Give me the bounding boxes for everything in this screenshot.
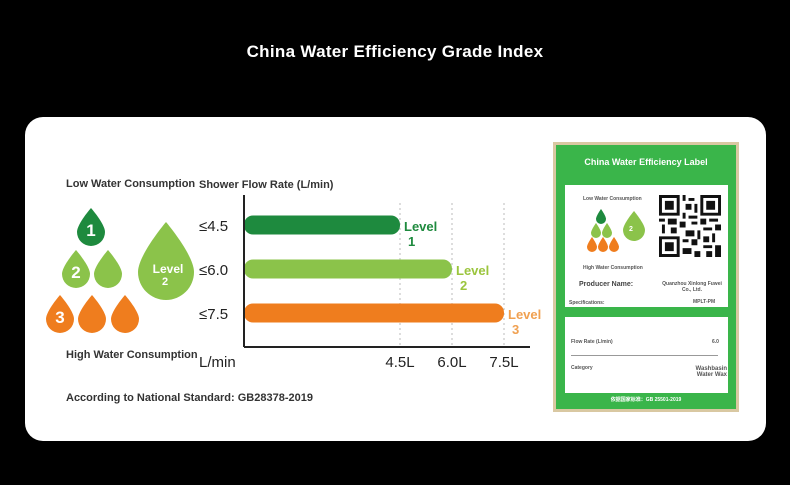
- x-tick-label: 6.0L: [437, 354, 466, 371]
- bar-level-1: [244, 215, 400, 235]
- category-label: ≤7.5: [199, 306, 228, 323]
- label-drops-icon: [587, 209, 619, 252]
- drop-1-icon: 1: [77, 208, 105, 246]
- low-consumption-label: Low Water Consumption: [66, 178, 196, 190]
- bar-label-number: 1: [408, 234, 415, 249]
- standard-note: According to National Standard: GB28378-…: [66, 392, 313, 404]
- bar-label-level: Level: [404, 219, 437, 234]
- chart-title: Shower Flow Rate (L/min): [199, 179, 334, 191]
- bar-label-level: Level: [508, 307, 541, 322]
- label-producer-value: Quanzhou Xinlong Fuwei Co., Ltd.: [662, 281, 722, 293]
- label-title: China Water Efficiency Label: [584, 157, 708, 167]
- bar-label-level: Level: [456, 263, 489, 278]
- category-label: ≤4.5: [199, 218, 228, 235]
- label-flow-key: Flow Rate (L/min): [571, 339, 613, 345]
- label-footer: 依据国家标准：GB 25501-2019: [610, 397, 682, 403]
- drop-2a-icon: 2: [62, 250, 90, 288]
- x-tick-label: 4.5L: [385, 354, 414, 371]
- drop-3b-icon: [78, 295, 106, 333]
- x-axis-label: L/min: [199, 354, 236, 371]
- label-badge-icon: [623, 211, 645, 241]
- label-spec-value: MPLT-PM: [693, 299, 716, 305]
- label-producer-key: Producer Name:: [579, 281, 634, 288]
- page-title: China Water Efficiency Grade Index: [246, 42, 544, 61]
- label-flow-value: 6.0: [712, 339, 719, 345]
- bar-level-3: [244, 303, 504, 323]
- label-badge-number: 2: [629, 226, 633, 233]
- bar-label-number: 3: [512, 322, 519, 337]
- label-high: High Water Consumption: [583, 265, 643, 271]
- water-efficiency-label: China Water Efficiency Label Low Water C…: [553, 142, 739, 412]
- label-spec-key: Specifications:: [569, 300, 605, 306]
- label-panel-bottom: Flow Rate (L/min) 6.0 Category Washbasin…: [565, 317, 728, 393]
- label-panel-top: Low Water Consumption 2 High Water Consu…: [565, 185, 728, 307]
- x-tick-label: 7.5L: [489, 354, 518, 371]
- drop-3c-icon: [111, 295, 139, 333]
- label-divider: [571, 355, 718, 356]
- bar-level-2: [244, 259, 452, 279]
- drop-3a-icon: 3: [46, 295, 74, 333]
- label-category-value: Washbasin Water Wax: [695, 366, 727, 378]
- high-consumption-label: High Water Consumption: [66, 349, 198, 361]
- label-low: Low Water Consumption: [583, 196, 642, 202]
- qr-code-icon: [659, 195, 721, 257]
- selected-level-drop-icon: Level 2: [138, 222, 194, 300]
- bar-label-number: 2: [460, 278, 467, 293]
- category-label: ≤6.0: [199, 262, 228, 279]
- drop-2b-icon: [94, 250, 122, 288]
- label-category-key: Category: [571, 365, 593, 371]
